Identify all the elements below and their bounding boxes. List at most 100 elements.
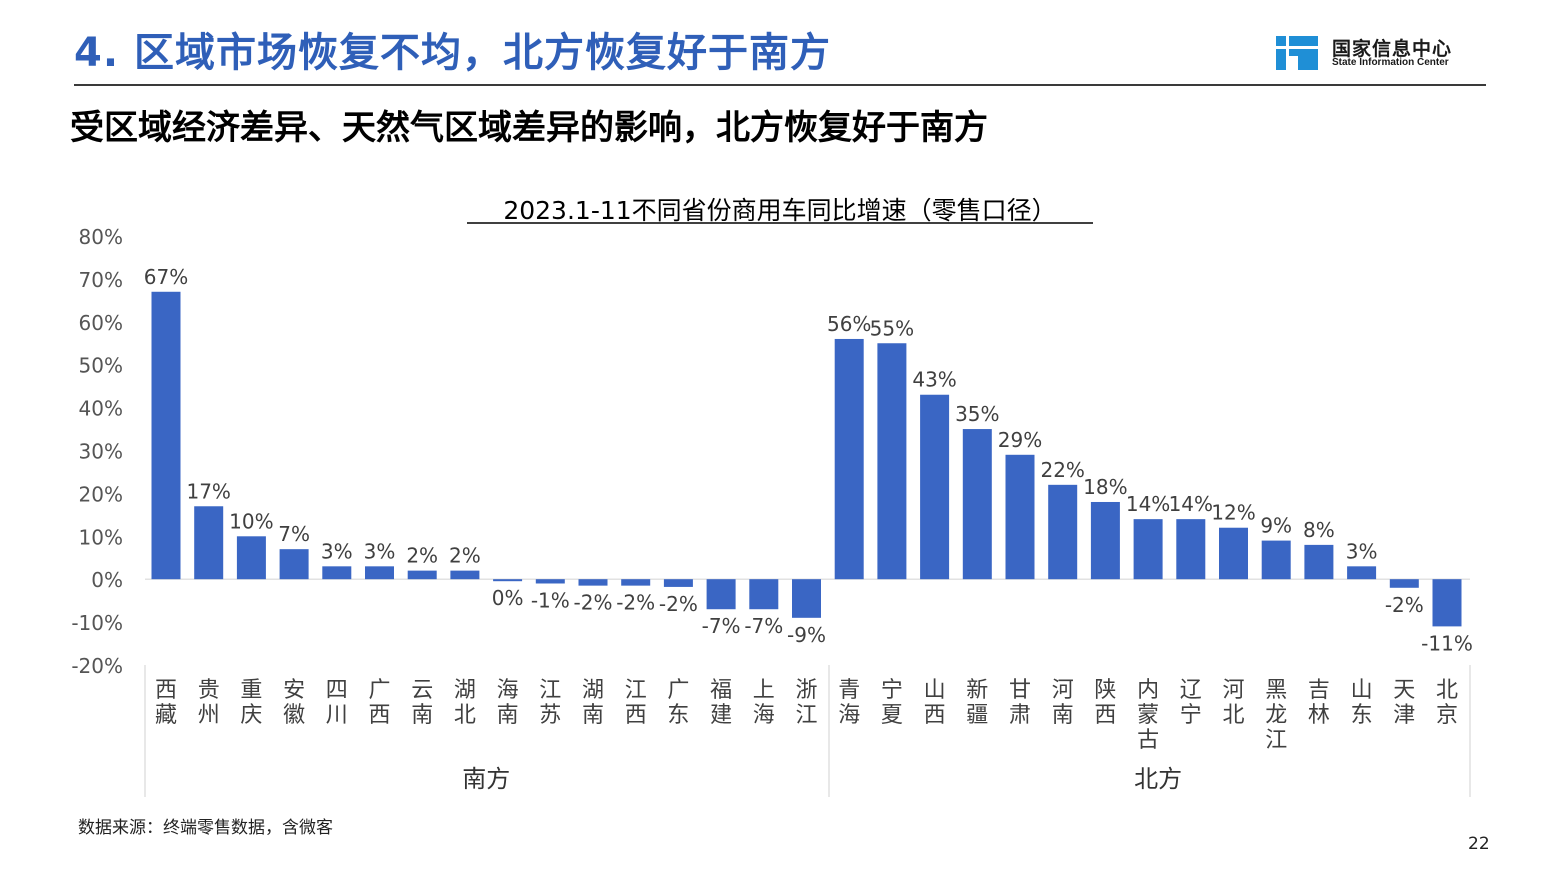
category-label: 西藏	[155, 678, 179, 728]
category-label-char: 云	[411, 678, 435, 703]
data-label: 43%	[912, 368, 956, 392]
bar-甘肃	[1005, 454, 1035, 580]
category-label-char: 藏	[155, 703, 179, 728]
category-label: 湖北	[454, 678, 478, 728]
bar-湖南	[578, 579, 608, 586]
bar-青海	[834, 338, 864, 580]
category-label-char: 苏	[539, 703, 563, 728]
category-label-char: 西	[155, 678, 179, 703]
category-label-char: 东	[667, 703, 691, 728]
bar-吉林	[1304, 544, 1334, 580]
category-label: 广西	[369, 678, 393, 728]
category-label: 河南	[1052, 678, 1076, 728]
page-number: 22	[1468, 834, 1490, 854]
bar-海南	[493, 579, 523, 582]
data-label: -2%	[659, 592, 698, 616]
category-label: 江西	[625, 678, 649, 728]
category-label-char: 徽	[283, 703, 307, 728]
bar-山东	[1347, 566, 1377, 580]
category-label-char: 福	[710, 678, 734, 703]
data-label: -1%	[531, 588, 570, 612]
category-label: 辽宁	[1180, 678, 1204, 728]
bar-湖北	[450, 570, 480, 580]
category-label: 陕西	[1094, 678, 1118, 728]
category-label: 北京	[1436, 678, 1460, 728]
category-label: 吉林	[1308, 678, 1332, 728]
data-label: -9%	[787, 623, 826, 647]
bar-福建	[706, 579, 736, 610]
category-label-char: 湖	[454, 678, 478, 703]
data-label: 3%	[321, 539, 353, 563]
category-label-char: 湖	[582, 678, 606, 703]
y-tick-label: 30%	[79, 440, 123, 464]
group-label: 南方	[462, 765, 510, 793]
y-tick-label: 80%	[79, 225, 123, 249]
category-label-char: 山	[924, 678, 948, 703]
bar-天津	[1389, 579, 1419, 588]
category-label: 湖南	[582, 678, 606, 728]
data-label: 0%	[492, 586, 524, 610]
category-label-char: 江	[1265, 728, 1289, 753]
data-label: 67%	[144, 265, 188, 289]
category-label-char: 内	[1137, 678, 1161, 703]
data-label: 18%	[1083, 475, 1127, 499]
category-label-char: 肃	[1009, 703, 1033, 728]
data-label: 7%	[278, 522, 310, 546]
category-label-char: 川	[326, 703, 350, 728]
bar-安徽	[279, 549, 309, 580]
data-label: 9%	[1260, 514, 1292, 538]
data-label: 2%	[449, 544, 481, 568]
data-label: -7%	[702, 614, 741, 638]
category-label-char: 天	[1393, 678, 1417, 703]
category-label: 宁夏	[881, 678, 905, 728]
category-label-char: 宁	[881, 678, 905, 703]
data-label: 17%	[186, 479, 230, 503]
bar-山西	[920, 394, 950, 580]
bar-内蒙古	[1133, 519, 1163, 580]
data-label: 56%	[827, 312, 871, 336]
data-label: -2%	[616, 591, 655, 615]
category-label-char: 江	[539, 678, 563, 703]
category-label-char: 广	[667, 678, 691, 703]
y-tick-label: 0%	[91, 568, 123, 592]
category-label-char: 东	[1351, 703, 1375, 728]
y-tick-label: 60%	[79, 311, 123, 335]
category-label-char: 青	[838, 678, 862, 703]
category-label-char: 宁	[1180, 703, 1204, 728]
category-label-char: 西	[1094, 703, 1118, 728]
y-tick-label: 20%	[79, 482, 123, 506]
category-label: 青海	[838, 678, 862, 728]
category-label-char: 北	[454, 703, 478, 728]
y-tick-label: -20%	[71, 654, 123, 678]
category-label-char: 浙	[796, 678, 820, 703]
category-label-char: 夏	[881, 703, 905, 728]
y-tick-label: 50%	[79, 354, 123, 378]
data-label: 35%	[955, 402, 999, 426]
category-label-char: 四	[326, 678, 350, 703]
category-label-char: 京	[1436, 703, 1460, 728]
category-label-char: 山	[1351, 678, 1375, 703]
category-label-char: 上	[753, 678, 777, 703]
category-label-char: 南	[497, 703, 521, 728]
data-label: -2%	[574, 591, 613, 615]
category-label-char: 建	[710, 703, 734, 728]
category-label: 山西	[924, 678, 948, 728]
category-label-char: 黑	[1265, 678, 1289, 703]
data-label: 22%	[1040, 458, 1084, 482]
data-label: 29%	[998, 428, 1042, 452]
category-label: 安徽	[283, 678, 307, 728]
category-label-char: 海	[497, 678, 521, 703]
category-label: 重庆	[240, 678, 264, 728]
category-label-char: 古	[1137, 728, 1161, 753]
category-label: 天津	[1393, 678, 1417, 728]
category-label: 贵州	[198, 678, 222, 728]
category-label: 海南	[497, 678, 521, 728]
category-label-char: 安	[283, 678, 307, 703]
category-label-char: 西	[625, 703, 649, 728]
bar-河北	[1219, 527, 1248, 580]
data-label: 3%	[1346, 539, 1378, 563]
category-label-char: 吉	[1308, 678, 1332, 703]
data-label: 55%	[870, 316, 914, 340]
bar-上海	[749, 579, 779, 610]
bar-重庆	[236, 536, 266, 580]
